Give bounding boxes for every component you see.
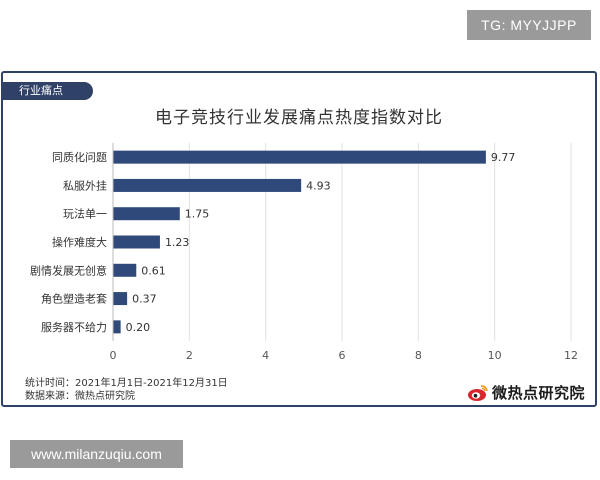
bar [113, 235, 160, 249]
bar [113, 207, 180, 221]
chart-card: 行业痛点 电子竞技行业发展痛点热度指数对比 0 2 4 6 8 10 12 同质化问题 9.77… [1, 71, 597, 407]
bar [113, 178, 302, 192]
category-label: 剧情发展无创意 [30, 263, 107, 277]
x-tick-label: 12 [564, 349, 578, 362]
footnote-source: 数据来源：微热点研究院 [25, 391, 135, 402]
category-label: 私服外挂 [63, 178, 107, 192]
brand-name: 微热点研究院 [491, 384, 585, 402]
value-label: 1.23 [165, 236, 190, 249]
category-label: 操作难度大 [52, 235, 107, 249]
bar [113, 292, 128, 306]
bar [113, 263, 137, 277]
x-tick-label: 4 [262, 349, 269, 362]
value-label: 9.77 [491, 151, 515, 164]
watermark-bottom: www.milanzuqiu.com [10, 440, 183, 468]
chart-title: 电子竞技行业发展痛点热度指数对比 [155, 108, 443, 128]
footnote-period: 统计时间：2021年1月1日-2021年12月31日 [25, 378, 228, 389]
brand-logo: 微热点研究院 [467, 382, 585, 403]
value-label: 0.37 [132, 293, 157, 306]
value-label: 0.61 [141, 264, 166, 277]
weibo-eye-icon [467, 384, 488, 401]
category-label: 玩法单一 [63, 207, 107, 221]
value-label: 1.75 [185, 208, 210, 221]
bar-chart: 0 2 4 6 8 10 12 同质化问题 9.77 私服外挂 4.93 玩法单一 1.75 操作难度大 1… [30, 143, 578, 362]
value-label: 4.93 [306, 179, 331, 192]
x-tick-label: 6 [339, 349, 346, 362]
bar [113, 150, 486, 164]
section-tag: 行业痛点 [3, 82, 93, 100]
x-tick-label: 10 [488, 349, 502, 362]
x-tick-label: 2 [186, 349, 193, 362]
category-label: 服务器不给力 [41, 321, 107, 334]
x-tick-label: 8 [415, 349, 422, 362]
value-label: 0.20 [126, 321, 151, 334]
x-tick-label: 0 [110, 349, 117, 362]
watermark-top: TG: MYYJJPP [467, 10, 591, 40]
category-label: 角色塑造老套 [41, 292, 107, 306]
category-label: 同质化问题 [52, 150, 107, 164]
bar [113, 320, 121, 334]
